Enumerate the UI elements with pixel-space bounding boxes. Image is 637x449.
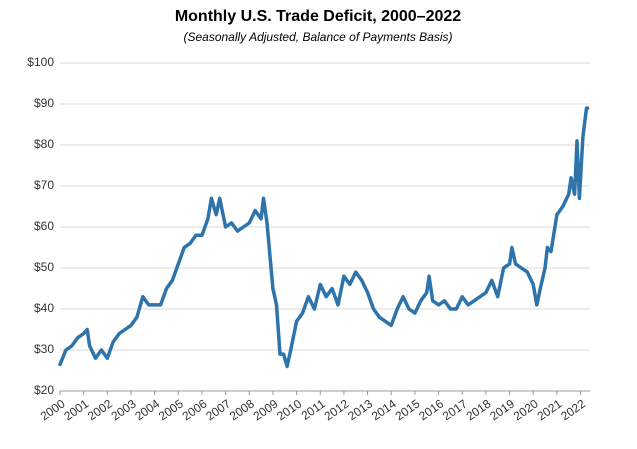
chart-subtitle: (Seasonally Adjusted, Balance of Payment…: [183, 30, 452, 44]
y-tick-label: $30: [34, 342, 54, 356]
y-tick-label: $40: [34, 301, 54, 315]
y-tick-label: $100: [27, 55, 54, 69]
y-tick-label: $60: [34, 219, 54, 233]
x-tick-label: 2022: [558, 396, 588, 423]
y-tick-label: $70: [34, 178, 54, 192]
y-tick-label: $90: [34, 96, 54, 110]
y-tick-label: $50: [34, 260, 54, 274]
data-line: [58, 106, 590, 369]
y-tick-label: $20: [34, 383, 54, 397]
chart-title: Monthly U.S. Trade Deficit, 2000–2022: [175, 8, 461, 25]
y-tick-label: $80: [34, 137, 54, 151]
